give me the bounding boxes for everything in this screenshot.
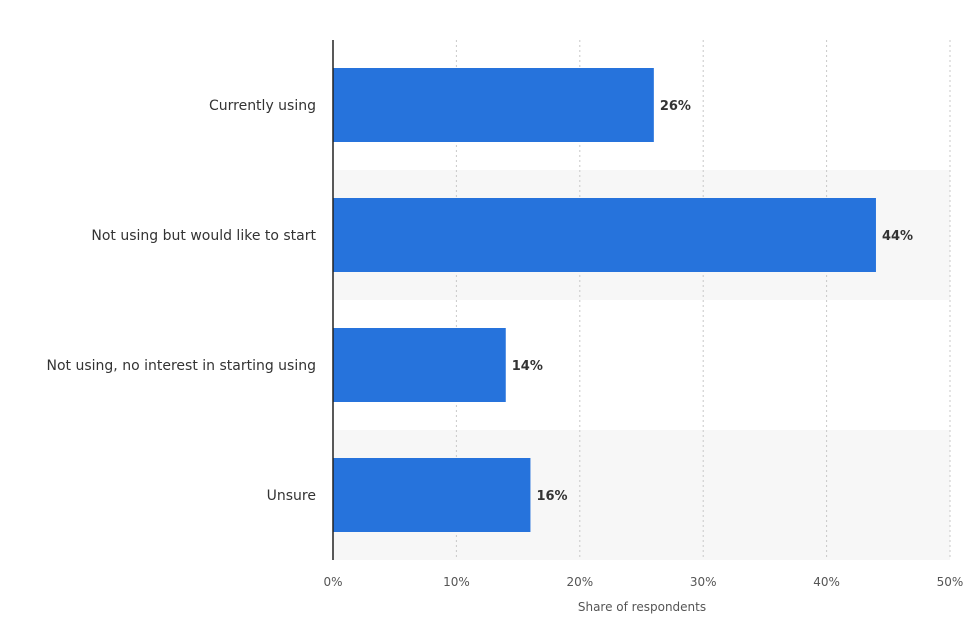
bar [333, 68, 654, 142]
category-label: Unsure [267, 488, 316, 504]
x-tick-label: 30% [690, 575, 717, 589]
category-label: Currently using [209, 98, 316, 114]
data-label: 44% [882, 229, 913, 244]
category-label: Not using, no interest in starting using [47, 358, 316, 374]
category-labels: Currently using Not using but would like … [47, 98, 317, 504]
data-labels: 26% 44% 14% 16% [512, 99, 913, 504]
bar [333, 328, 506, 402]
bar [333, 458, 531, 532]
bar [333, 198, 876, 272]
x-tick-labels: 0% 10% 20% 30% 40% 50% [323, 575, 963, 589]
x-tick-label: 0% [323, 575, 342, 589]
x-axis-title: Share of respondents [578, 600, 706, 614]
x-tick-label: 10% [443, 575, 470, 589]
data-label: 16% [536, 489, 567, 504]
x-tick-label: 50% [937, 575, 964, 589]
x-tick-label: 20% [566, 575, 593, 589]
data-label: 14% [512, 359, 543, 374]
data-label: 26% [660, 99, 691, 114]
x-tick-label: 40% [813, 575, 840, 589]
bars [333, 68, 876, 532]
category-label: Not using but would like to start [91, 228, 316, 244]
